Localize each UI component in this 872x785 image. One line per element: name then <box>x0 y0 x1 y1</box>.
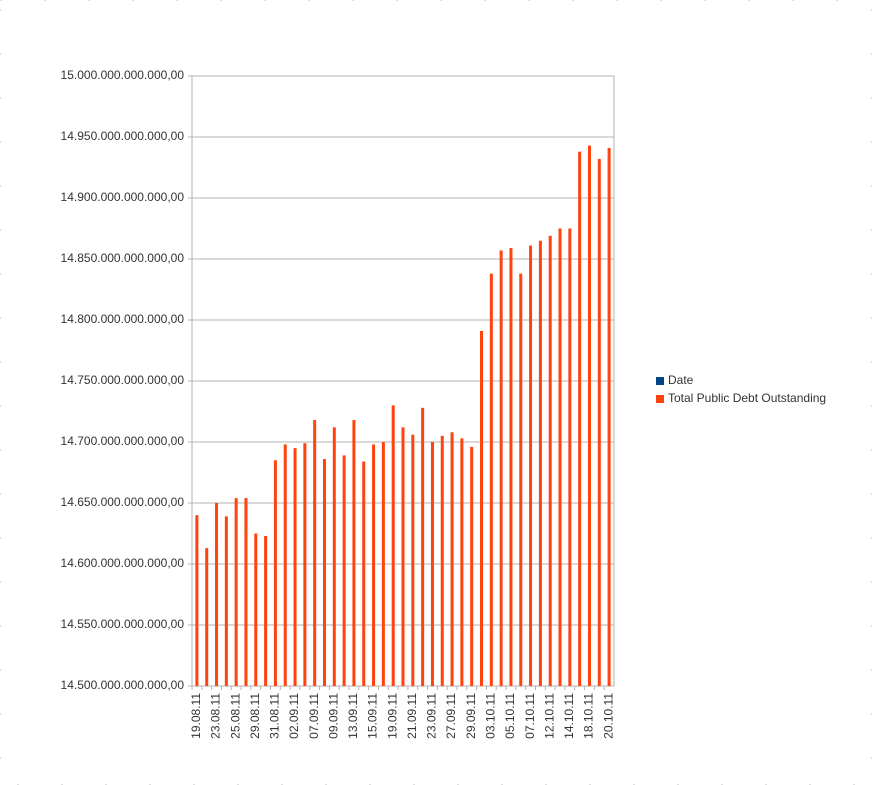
bar <box>195 515 199 686</box>
bar <box>607 147 611 687</box>
x-tick-label: 31.08.11 <box>268 693 282 739</box>
bar <box>215 503 219 686</box>
x-tick-label: 20.10.11 <box>601 693 615 739</box>
bar <box>548 235 552 686</box>
x-tick-label: 09.09.11 <box>326 693 340 739</box>
bar <box>509 248 513 686</box>
bar <box>283 444 287 686</box>
legend-label: Total Public Debt Outstanding <box>668 391 826 405</box>
x-tick-label: 29.09.11 <box>464 693 478 739</box>
bar <box>430 442 434 686</box>
bar <box>421 407 425 686</box>
bar <box>470 446 474 686</box>
bar <box>587 145 591 687</box>
bar <box>322 459 326 686</box>
bar <box>342 455 346 686</box>
bar <box>480 330 484 686</box>
x-tick-label: 02.09.11 <box>287 693 301 739</box>
bar <box>313 420 317 686</box>
bar <box>529 245 533 686</box>
legend-label: Date <box>668 373 694 387</box>
x-tick-label: 07.09.11 <box>307 693 321 739</box>
bar <box>264 535 268 686</box>
x-tick-label: 27.09.11 <box>444 693 458 739</box>
bar <box>411 434 415 686</box>
bar <box>352 420 356 686</box>
bar <box>401 427 405 686</box>
legend-swatch <box>656 377 664 385</box>
x-tick-label: 12.10.11 <box>542 693 556 739</box>
y-tick-label: 14.950.000.000.000,00 <box>61 129 185 143</box>
y-tick-label: 14.550.000.000.000,00 <box>61 617 185 631</box>
bar <box>460 438 464 686</box>
bar <box>568 228 572 686</box>
bar <box>440 435 444 686</box>
bar <box>273 460 277 686</box>
bar <box>254 533 258 686</box>
x-tick-label: 23.08.11 <box>209 693 223 739</box>
bar <box>391 405 395 686</box>
bar <box>597 158 601 686</box>
x-tick-label: 29.08.11 <box>248 693 262 739</box>
y-tick-label: 14.700.000.000.000,00 <box>61 434 185 448</box>
bar <box>381 442 385 686</box>
bar <box>538 240 542 686</box>
bar <box>558 228 562 686</box>
bar <box>519 273 523 686</box>
bar <box>332 427 336 686</box>
y-tick-label: 14.600.000.000.000,00 <box>61 556 185 570</box>
bar <box>293 448 297 686</box>
x-tick-label: 19.09.11 <box>385 693 399 739</box>
bar <box>489 273 493 686</box>
x-tick-label: 15.09.11 <box>366 693 380 739</box>
bar <box>244 498 248 686</box>
x-tick-label: 05.10.11 <box>503 693 517 739</box>
x-tick-label: 21.09.11 <box>405 693 419 739</box>
bar <box>578 151 582 686</box>
x-tick-label: 03.10.11 <box>483 693 497 739</box>
x-tick-label: 18.10.11 <box>582 693 596 739</box>
x-tick-label: 25.08.11 <box>228 693 242 739</box>
y-tick-label: 14.500.000.000.000,00 <box>61 678 185 692</box>
bar <box>450 432 454 686</box>
y-tick-label: 14.900.000.000.000,00 <box>61 190 185 204</box>
bar <box>205 548 209 686</box>
legend-swatch <box>656 395 664 403</box>
y-tick-label: 15.000.000.000.000,00 <box>61 68 185 82</box>
y-tick-label: 14.650.000.000.000,00 <box>61 495 185 509</box>
x-tick-label: 07.10.11 <box>523 693 537 739</box>
bar <box>372 444 376 686</box>
x-tick-label: 23.09.11 <box>425 693 439 739</box>
x-tick-label: 14.10.11 <box>562 693 576 739</box>
y-tick-label: 14.850.000.000.000,00 <box>61 251 185 265</box>
x-tick-label: 13.09.11 <box>346 693 360 739</box>
bar <box>234 498 238 686</box>
y-tick-label: 14.750.000.000.000,00 <box>61 373 185 387</box>
bar <box>303 443 307 686</box>
x-tick-label: 19.08.11 <box>189 693 203 739</box>
bar <box>499 250 503 686</box>
bar <box>362 461 366 686</box>
y-tick-label: 14.800.000.000.000,00 <box>61 312 185 326</box>
bar <box>224 516 228 686</box>
